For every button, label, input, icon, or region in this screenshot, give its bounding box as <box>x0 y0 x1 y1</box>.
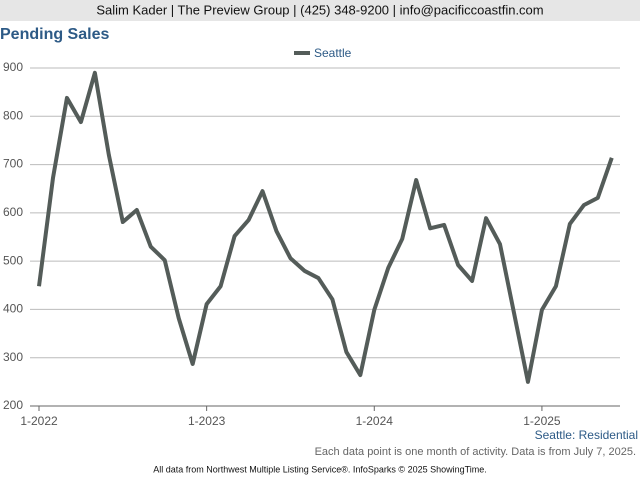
x-tick-label: 1-2024 <box>356 414 394 428</box>
data-line <box>37 70 614 384</box>
y-tick-label: 500 <box>3 253 23 267</box>
y-tick-label: 300 <box>3 350 23 364</box>
y-tick-label: 400 <box>3 302 23 316</box>
note: Each data point is one month of activity… <box>315 446 636 458</box>
chart-title: Pending Sales <box>0 26 109 43</box>
header-bar <box>0 0 640 21</box>
y-tick-label: 700 <box>3 157 23 171</box>
x-tick-label: 1-2023 <box>188 414 226 428</box>
x-tick-label: 1-2025 <box>523 414 561 428</box>
source: All data from Northwest Multiple Listing… <box>153 464 487 474</box>
x-tick-label: 1-2022 <box>20 414 58 428</box>
y-tick-label: 600 <box>3 205 23 219</box>
y-tick-label: 200 <box>3 398 23 412</box>
subtitle: Seattle: Residential <box>535 428 638 442</box>
y-tick-label: 800 <box>3 108 23 122</box>
header: Salim Kader | The Preview Group | (425) … <box>96 2 543 17</box>
y-tick-label: 900 <box>3 60 23 74</box>
legend-label: Seattle <box>314 46 352 60</box>
